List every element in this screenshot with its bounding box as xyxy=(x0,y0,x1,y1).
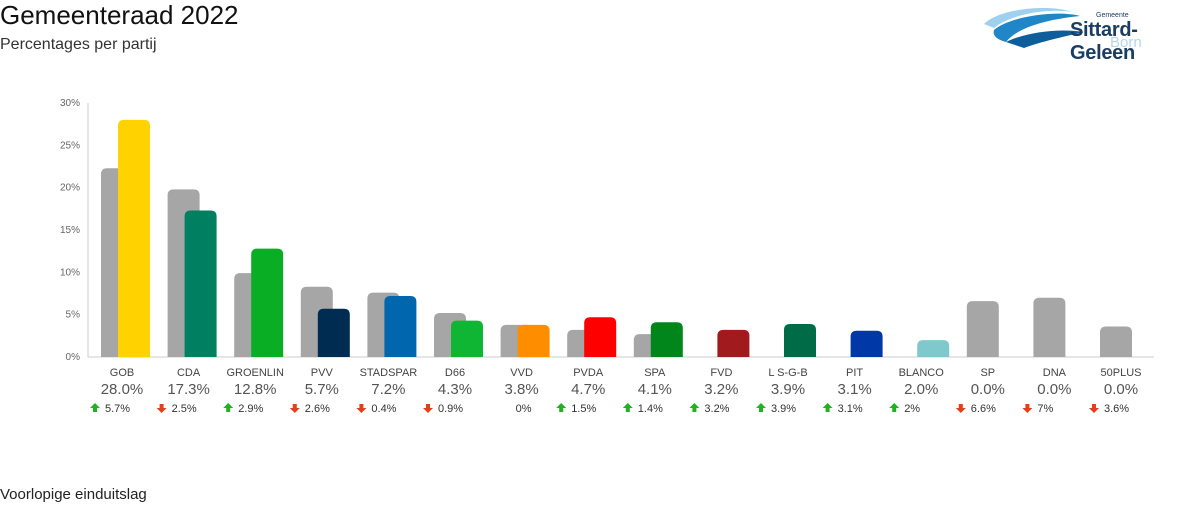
data-label-change: 1.4% xyxy=(638,403,663,415)
data-label-percentage: 3.8% xyxy=(504,381,538,398)
bar-labels: GOB 28.0% 5.7% CDA 17.3% 2.5% GROENLIN 12.8% 2.9… xyxy=(90,367,1141,415)
data-label-percentage: 0.0% xyxy=(971,381,1005,398)
data-label-change: 2.6% xyxy=(305,403,330,415)
arrow-up-icon xyxy=(622,403,633,412)
data-label-percentage: 3.9% xyxy=(771,381,805,398)
bar-current-cda[interactable] xyxy=(184,210,217,357)
data-label-percentage: 17.3% xyxy=(167,381,210,398)
page-subtitle: Percentages per partij xyxy=(0,36,157,53)
arrow-down-icon xyxy=(156,404,167,413)
bar-current-pvv[interactable] xyxy=(317,308,350,357)
bar-current-blanco[interactable] xyxy=(917,340,950,357)
swoosh-icon xyxy=(984,8,1084,48)
logo-sub-text: Born xyxy=(1110,34,1142,51)
data-label-change: 0.4% xyxy=(371,403,396,415)
x-tick-label: FVD xyxy=(710,367,732,379)
data-label-percentage: 12.8% xyxy=(234,381,277,398)
logo-small-text: Gemeente xyxy=(1096,12,1129,19)
x-tick-label: BLANCO xyxy=(899,367,945,379)
y-tick-label: 25% xyxy=(60,140,80,151)
bar-previous-sp[interactable] xyxy=(966,301,999,357)
arrow-down-icon xyxy=(423,404,433,413)
footnote: Voorlopige einduitslag xyxy=(0,486,147,503)
x-tick-label: PIT xyxy=(846,367,863,379)
x-tick-label: SPA xyxy=(644,367,666,379)
data-label-change: 2% xyxy=(904,403,920,415)
data-label-percentage: 4.3% xyxy=(438,381,472,398)
y-tick-label: 10% xyxy=(60,267,80,278)
data-label-percentage: 0.0% xyxy=(1037,381,1071,398)
y-tick-label: 15% xyxy=(60,225,80,236)
bar-current-spa[interactable] xyxy=(650,322,683,357)
x-tick-label: VVD xyxy=(510,367,533,379)
bar-current-d66[interactable] xyxy=(451,320,483,357)
logo-main-text: Sittard-Geleen xyxy=(1070,19,1138,64)
bar-current-l-s-g-b[interactable] xyxy=(784,323,816,357)
data-label-change: 3.9% xyxy=(771,403,796,415)
page-title: Gemeenteraad 2022 xyxy=(0,0,239,30)
data-label-change: 0% xyxy=(516,403,532,415)
x-tick-label: CDA xyxy=(177,367,201,379)
x-tick-label: D66 xyxy=(445,367,465,379)
bars xyxy=(101,119,1132,357)
arrow-down-icon xyxy=(1022,404,1033,413)
x-tick-label: GOB xyxy=(110,367,134,379)
data-label-percentage: 4.7% xyxy=(571,381,605,398)
bar-current-pit[interactable] xyxy=(850,330,883,357)
data-label-percentage: 3.2% xyxy=(704,381,738,398)
bar-chart: 0% 5% 10% 15% 20% 25% 30% GOB 28.0% 5.7% CDA 17.3%… xyxy=(60,98,1154,415)
data-label-change: 0.9% xyxy=(438,403,463,415)
bar-current-fvd[interactable] xyxy=(717,329,750,357)
arrow-up-icon xyxy=(90,403,100,412)
data-label-change: 7% xyxy=(1037,403,1053,415)
y-tick-label: 5% xyxy=(66,310,81,321)
data-label-change: 3.1% xyxy=(838,403,863,415)
x-tick-label: SP xyxy=(980,367,995,379)
bar-previous-dna[interactable] xyxy=(1033,297,1066,357)
y-tick-label: 30% xyxy=(60,98,80,109)
data-label-change: 3.2% xyxy=(704,403,729,415)
data-label-change: 2.9% xyxy=(238,403,263,415)
data-label-percentage: 0.0% xyxy=(1104,381,1138,398)
data-label-change: 6.6% xyxy=(971,403,996,415)
x-tick-label: PVV xyxy=(311,367,334,379)
arrow-down-icon xyxy=(289,404,300,413)
data-label-change: 5.7% xyxy=(105,403,130,415)
data-label-change: 3.6% xyxy=(1104,403,1129,415)
data-label-percentage: 2.0% xyxy=(904,381,938,398)
arrow-down-icon xyxy=(356,404,367,413)
bar-current-vvd[interactable] xyxy=(517,324,550,357)
bar-previous-50plus[interactable] xyxy=(1100,326,1132,357)
data-label-change: 1.5% xyxy=(571,403,596,415)
arrow-up-icon xyxy=(822,403,833,412)
y-tick-label: 20% xyxy=(60,183,80,194)
data-label-percentage: 4.1% xyxy=(638,381,672,398)
arrow-down-icon xyxy=(955,404,966,413)
x-tick-label: GROENLIN xyxy=(226,367,284,379)
x-tick-label: STADSPAR xyxy=(360,367,418,379)
arrow-up-icon xyxy=(556,403,567,412)
x-tick-label: PVDA xyxy=(573,367,604,379)
data-label-percentage: 7.2% xyxy=(371,381,405,398)
bar-current-stadspar[interactable] xyxy=(384,296,417,357)
data-label-percentage: 5.7% xyxy=(305,381,339,398)
bar-current-pvda[interactable] xyxy=(584,317,617,357)
x-tick-label: DNA xyxy=(1043,367,1067,379)
y-tick-label: 0% xyxy=(66,352,81,363)
arrow-up-icon xyxy=(889,403,900,412)
bar-current-gob[interactable] xyxy=(118,119,150,357)
bar-current-groenlin[interactable] xyxy=(251,248,284,357)
data-label-percentage: 3.1% xyxy=(837,381,871,398)
x-tick-label: L S-G-B xyxy=(768,367,807,379)
data-label-percentage: 28.0% xyxy=(101,381,144,398)
arrow-up-icon xyxy=(223,403,234,412)
x-tick-label: 50PLUS xyxy=(1101,367,1142,379)
arrow-down-icon xyxy=(1089,404,1099,413)
data-label-change: 2.5% xyxy=(172,403,197,415)
arrow-up-icon xyxy=(689,403,700,412)
municipality-logo: Gemeente Sittard-Geleen Born xyxy=(980,2,1200,64)
arrow-up-icon xyxy=(756,403,766,412)
